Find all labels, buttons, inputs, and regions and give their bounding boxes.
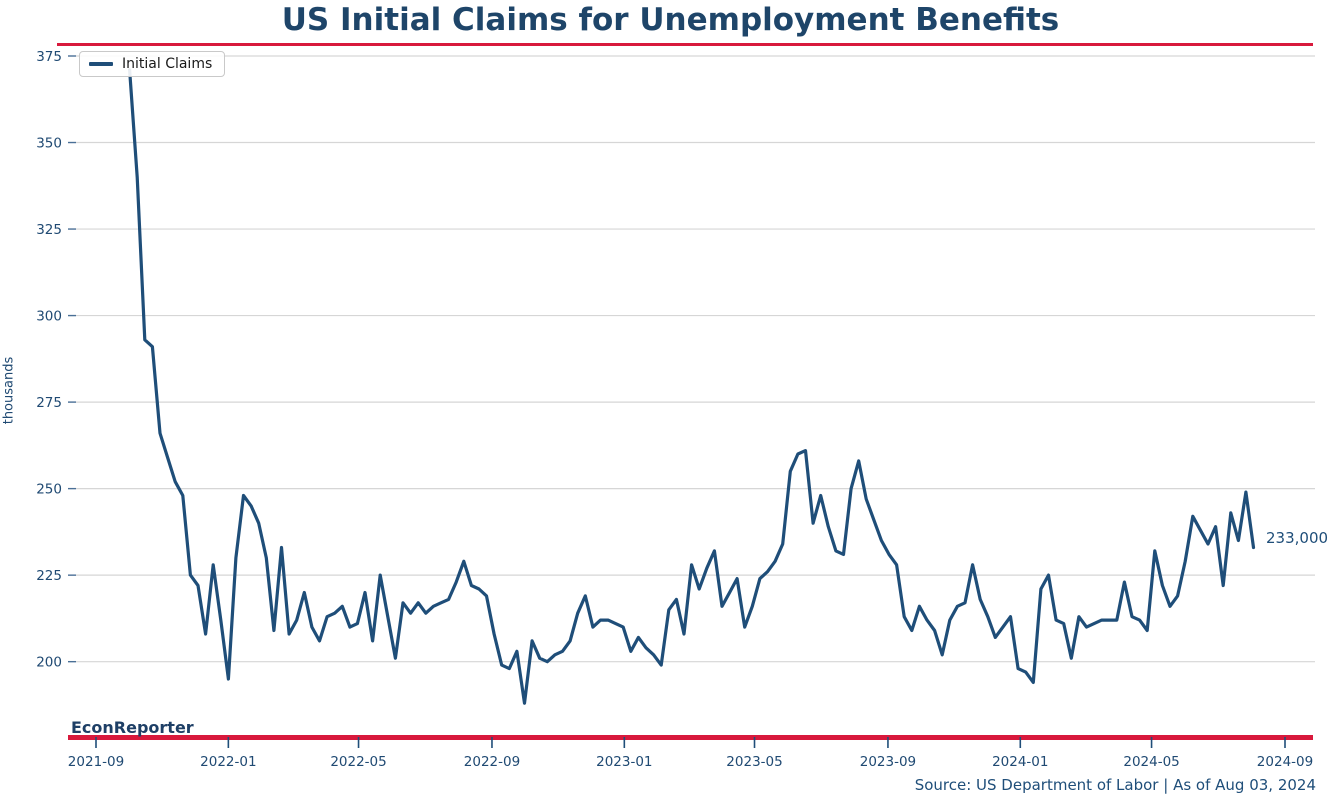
y-tick-label: 250 xyxy=(36,482,62,498)
y-axis-ticks: 200 225 250 275 300 325 350 375 xyxy=(36,49,76,671)
y-tick-label: 275 xyxy=(36,395,62,411)
y-tick-label: 300 xyxy=(36,309,62,325)
x-tick-label: 2024-05 xyxy=(1123,754,1179,770)
y-tick-label: 375 xyxy=(36,49,62,65)
x-tick-label: 2023-01 xyxy=(596,754,652,770)
legend: Initial Claims xyxy=(79,51,226,77)
x-tick-label: 2023-05 xyxy=(726,754,782,770)
source-note: Source: US Department of Labor | As of A… xyxy=(914,776,1316,794)
x-tick-label: 2022-05 xyxy=(330,754,386,770)
initial-claims-line xyxy=(128,68,1256,705)
last-value-annotation: 233,000 xyxy=(1266,529,1329,547)
x-tick-label: 2023-09 xyxy=(860,754,916,770)
chart-title: US Initial Claims for Unemployment Benef… xyxy=(281,2,1060,38)
footer-rule xyxy=(68,735,1313,740)
y-tick-label: 200 xyxy=(36,655,62,671)
x-tick-label: 2022-09 xyxy=(464,754,520,770)
title-underline-rule xyxy=(57,43,1313,46)
y-tick-label: 225 xyxy=(36,568,62,584)
x-tick-label: 2024-09 xyxy=(1257,754,1313,770)
x-tick-label: 2024-01 xyxy=(992,754,1048,770)
y-tick-label: 350 xyxy=(36,136,62,152)
x-tick-label: 2022-01 xyxy=(200,754,256,770)
legend-label: Initial Claims xyxy=(122,56,213,72)
x-tick-label: 2021-09 xyxy=(68,754,124,770)
econreporter-watermark: EconReporter xyxy=(71,718,194,737)
gridlines xyxy=(76,55,1315,663)
y-tick-label: 325 xyxy=(36,222,62,238)
x-axis-ticks: 2021-09 2022-01 2022-05 2022-09 2023-01 2023-… xyxy=(68,737,1313,770)
legend-line-swatch xyxy=(89,62,113,66)
